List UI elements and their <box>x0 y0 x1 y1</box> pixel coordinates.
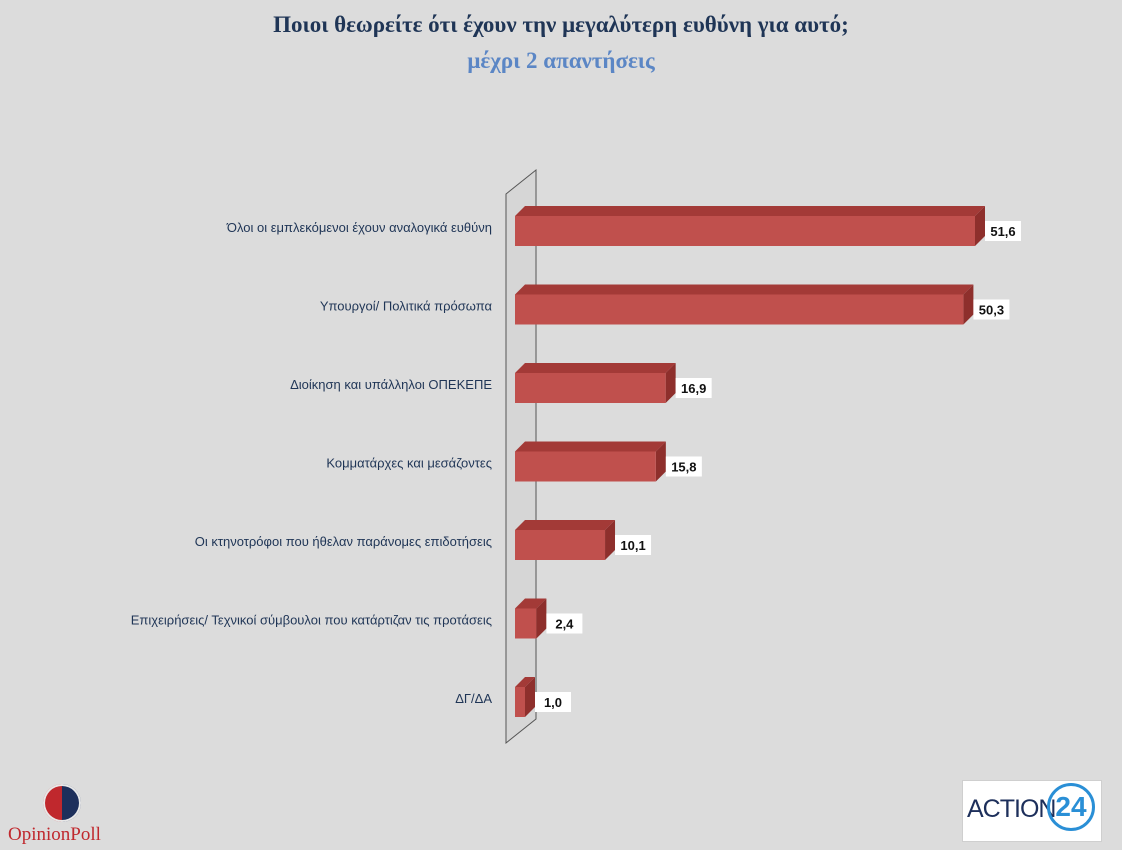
bar-side-face <box>525 677 535 717</box>
category-label: Όλοι οι εμπλεκόμενοι έχουν αναλογικά ευθ… <box>226 220 492 235</box>
value-label: 1,0 <box>535 692 571 712</box>
action24-logo-text: ACTION <box>967 795 1056 823</box>
category-labels: Όλοι οι εμπλεκόμενοι έχουν αναλογικά ευθ… <box>131 220 493 706</box>
opinionpoll-logo-text: OpinionPoll <box>8 824 101 845</box>
value-label: 16,9 <box>675 378 712 398</box>
category-label: Επιχειρήσεις/ Τεχνικοί σύμβουλοι που κατ… <box>131 613 492 628</box>
bar <box>515 598 547 639</box>
bar-top-face <box>515 677 535 687</box>
opinionpoll-logo-mark <box>43 784 81 822</box>
bar <box>515 677 535 717</box>
bar-top-face <box>515 206 985 216</box>
category-label: Διοίκηση και υπάλληλοι ΟΠΕΚΕΠΕ <box>290 377 492 392</box>
chart-title: Ποιοι θεωρείτε ότι έχουν την μεγαλύτερη … <box>273 12 849 37</box>
action24-logo-number: 24 <box>1047 783 1095 831</box>
bar-front-face <box>515 216 975 246</box>
category-label: Κομματάρχες και μεσάζοντες <box>326 456 492 471</box>
value-label-box <box>546 613 583 634</box>
bar-chart: Όλοι οι εμπλεκόμενοι έχουν αναλογικά ευθ… <box>131 168 1021 745</box>
value-label: 2,4 <box>546 613 583 634</box>
bar-side-face <box>665 363 676 403</box>
value-label: 51,6 <box>985 221 1021 241</box>
bar-top-face <box>515 441 666 452</box>
value-label-text: 50,3 <box>979 303 1004 318</box>
value-label: 10,1 <box>615 535 652 555</box>
value-label-box <box>675 378 712 398</box>
category-label: Υπουργοί/ Πολιτικά πρόσωπα <box>320 299 493 314</box>
chart-bars <box>515 206 985 717</box>
bar-side-face <box>536 598 547 639</box>
bar-side-face <box>605 520 616 560</box>
bar <box>515 206 985 246</box>
value-label-text: 10,1 <box>620 538 645 553</box>
value-label-box <box>535 692 571 712</box>
bar-top-face <box>515 520 616 530</box>
opinionpoll-logo: OpinionPoll <box>8 784 118 845</box>
bar-front-face <box>515 687 525 717</box>
value-label-box <box>973 299 1010 320</box>
value-label-text: 15,8 <box>671 460 696 475</box>
value-label: 15,8 <box>665 456 702 477</box>
bar-side-face <box>655 441 666 482</box>
bar-side-face <box>975 206 985 246</box>
bar-front-face <box>515 294 964 325</box>
bar <box>515 520 616 560</box>
value-label-box <box>615 535 652 555</box>
action24-logo: ACTION 24 <box>962 780 1102 842</box>
bar-top-face <box>515 363 676 373</box>
category-label: Οι κτηνοτρόφοι που ήθελαν παράνομες επιδ… <box>195 534 492 549</box>
value-labels: 51,6 50,3 16,9 15,8 10,1 2,4 1,0 <box>535 221 1021 712</box>
bar-side-face <box>963 284 974 325</box>
value-label-box <box>665 456 702 477</box>
value-label-text: 16,9 <box>681 381 706 396</box>
value-label-text: 51,6 <box>990 224 1015 239</box>
bar-front-face <box>515 530 606 560</box>
value-label-text: 2,4 <box>555 617 574 632</box>
bar <box>515 363 676 403</box>
bar-top-face <box>515 598 547 609</box>
bar <box>515 441 666 482</box>
bar-top-face <box>515 284 974 295</box>
bar <box>515 284 974 325</box>
value-label-box <box>985 221 1021 241</box>
chart-subtitle: μέχρι 2 απαντήσεις <box>467 48 655 73</box>
bar-front-face <box>515 608 537 639</box>
value-label-text: 1,0 <box>544 695 562 710</box>
category-label: ΔΓ/ΔΑ <box>455 691 492 706</box>
bar-front-face <box>515 451 656 482</box>
bar-front-face <box>515 373 666 403</box>
value-label: 50,3 <box>973 299 1010 320</box>
